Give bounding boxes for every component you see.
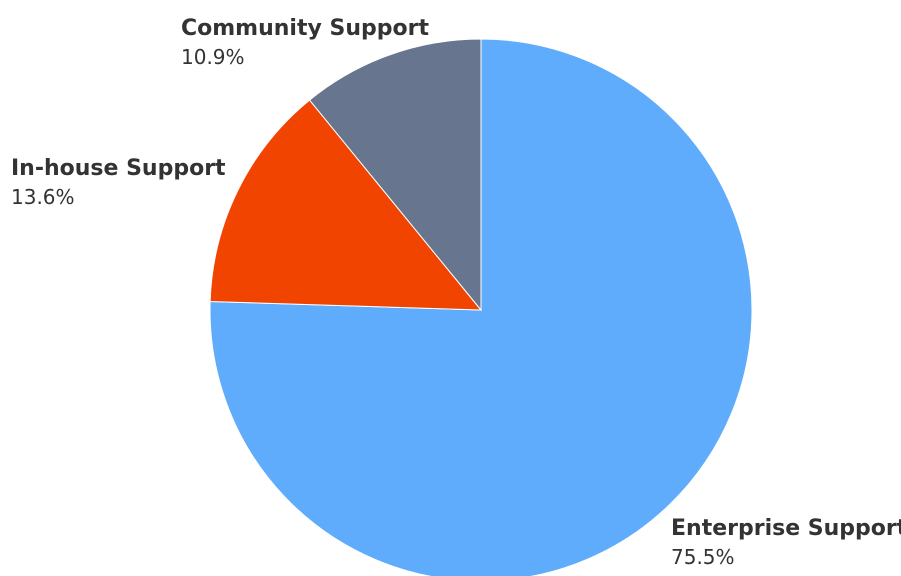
- slice-label-name: Community Support: [181, 16, 429, 41]
- pie-slice-in-house-support: [209, 99, 483, 311]
- slice-label-value: 10.9%: [181, 45, 245, 69]
- slice-label-name: In-house Support: [11, 156, 226, 181]
- pie-labels: Enterprise Support 75.5% In-house Support 1…: [11, 16, 901, 569]
- pie-slice-community-support: [308, 38, 482, 312]
- slice-label-value: 75.5%: [671, 545, 735, 569]
- pie-slices: [209, 38, 753, 576]
- slice-label-value: 13.6%: [11, 185, 75, 209]
- slice-label-name: Enterprise Support: [671, 516, 901, 541]
